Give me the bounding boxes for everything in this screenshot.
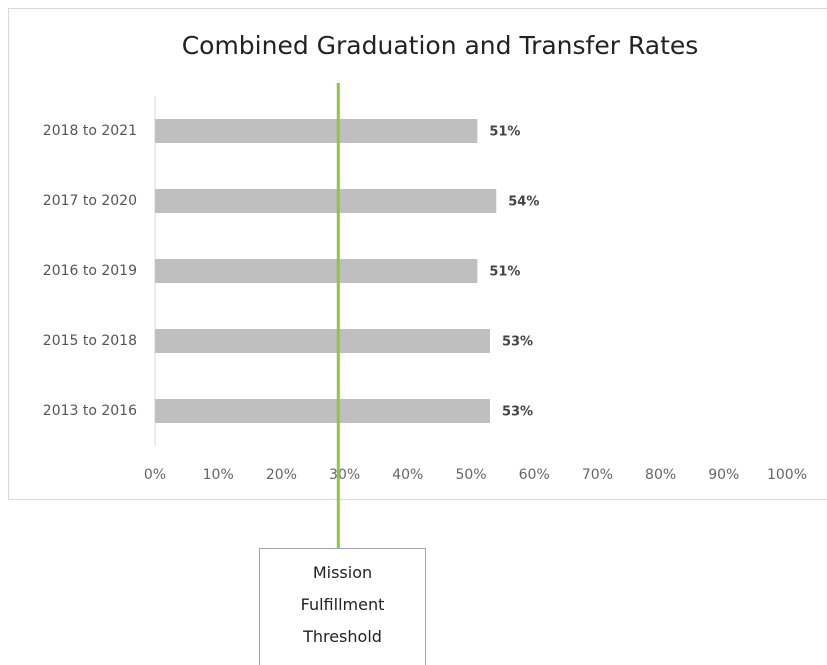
x-tick-label: 70% [582, 467, 613, 483]
bar [155, 259, 478, 283]
x-tick-label: 30% [329, 467, 360, 483]
x-tick-label: 60% [519, 467, 550, 483]
x-tick-label: 50% [455, 467, 486, 483]
threshold-label: Mission Fulfillment Threshold [259, 548, 426, 665]
value-label: 54% [508, 195, 539, 210]
y-tick-label: 2018 to 2021 [43, 123, 137, 139]
value-label: 51% [489, 265, 520, 280]
x-tick-label: 90% [708, 467, 739, 483]
bar [155, 399, 490, 423]
x-tick-label: 40% [392, 467, 423, 483]
x-tick-label: 10% [203, 467, 234, 483]
bar [155, 189, 497, 213]
value-label: 53% [502, 405, 533, 420]
value-label: 53% [502, 335, 533, 350]
y-tick-label: 2015 to 2018 [43, 333, 137, 349]
x-tick-label: 20% [266, 467, 297, 483]
x-tick-label: 100% [767, 467, 807, 483]
chart-title: Combined Graduation and Transfer Rates [182, 31, 699, 60]
y-tick-label: 2013 to 2016 [43, 403, 137, 419]
bar [155, 119, 478, 143]
y-tick-label: 2017 to 2020 [43, 193, 137, 209]
value-label: 51% [489, 125, 520, 140]
x-tick-label: 0% [144, 467, 166, 483]
y-tick-label: 2016 to 2019 [43, 263, 137, 279]
chart-frame [8, 8, 827, 500]
bar [155, 329, 490, 353]
x-tick-label: 80% [645, 467, 676, 483]
